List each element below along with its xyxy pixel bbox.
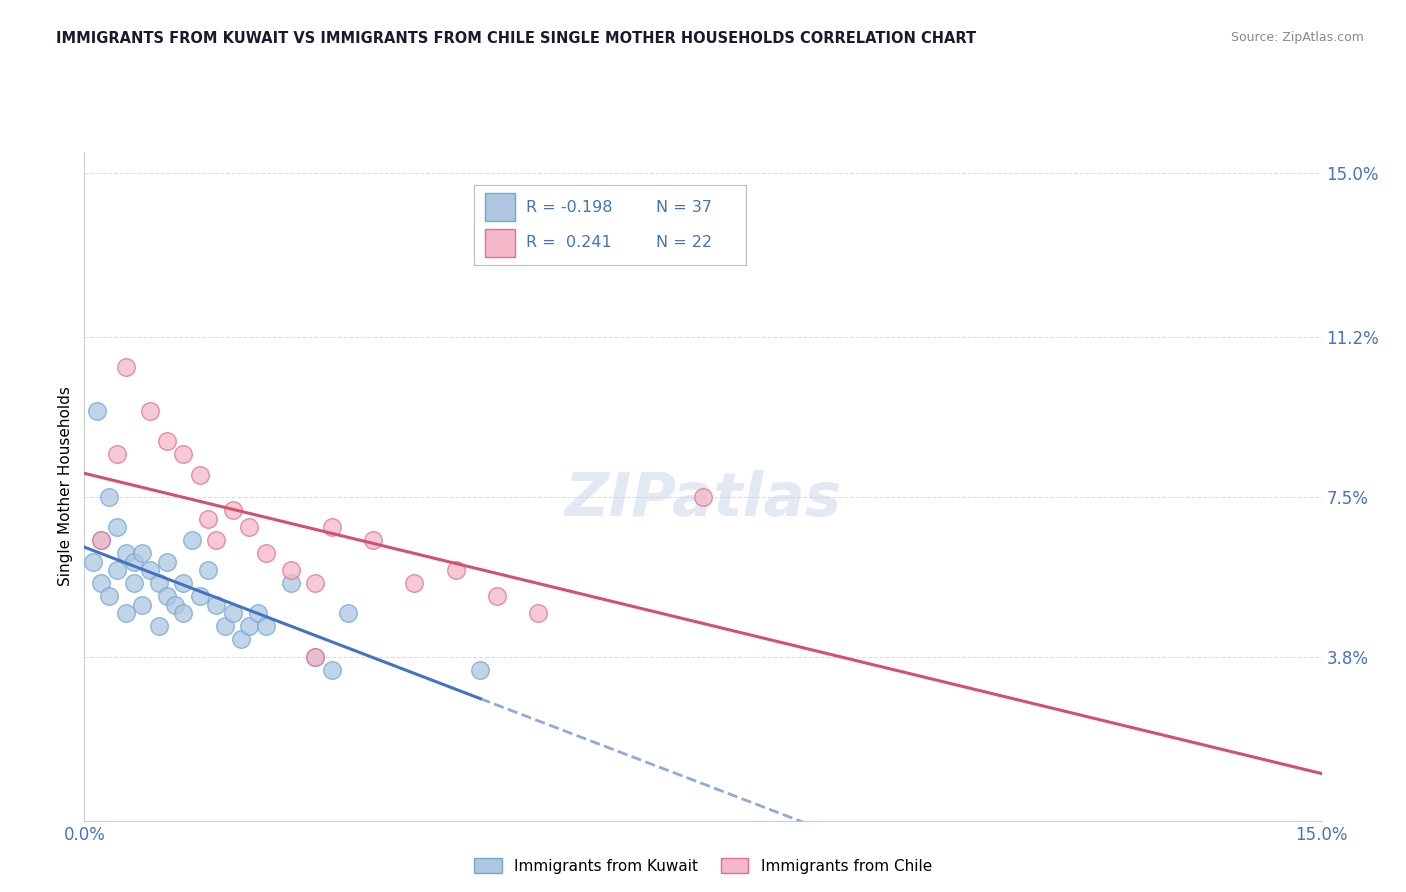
Point bbox=[304, 576, 326, 591]
Point bbox=[90, 576, 112, 591]
Point bbox=[222, 607, 245, 621]
Point bbox=[86, 403, 108, 417]
Text: N = 22: N = 22 bbox=[657, 235, 713, 251]
Point bbox=[172, 576, 194, 591]
Point bbox=[139, 403, 162, 417]
FancyBboxPatch shape bbox=[485, 229, 515, 258]
Point bbox=[188, 589, 211, 603]
Point bbox=[254, 546, 277, 560]
Y-axis label: Single Mother Households: Single Mother Households bbox=[58, 386, 73, 586]
Point bbox=[304, 649, 326, 664]
Text: N = 37: N = 37 bbox=[657, 200, 713, 215]
Point bbox=[105, 520, 128, 534]
FancyBboxPatch shape bbox=[485, 194, 515, 221]
Point bbox=[238, 619, 260, 633]
Point bbox=[139, 563, 162, 577]
Point bbox=[214, 619, 236, 633]
Point bbox=[188, 468, 211, 483]
Point bbox=[114, 546, 136, 560]
Point bbox=[105, 563, 128, 577]
Point bbox=[156, 555, 179, 569]
Point bbox=[337, 607, 360, 621]
Point bbox=[114, 607, 136, 621]
Point bbox=[222, 503, 245, 517]
Point bbox=[229, 632, 252, 647]
Point bbox=[197, 511, 219, 525]
Text: Source: ZipAtlas.com: Source: ZipAtlas.com bbox=[1230, 31, 1364, 45]
Point bbox=[404, 576, 426, 591]
Point bbox=[90, 533, 112, 547]
Point bbox=[165, 598, 187, 612]
Point bbox=[90, 533, 112, 547]
Point bbox=[246, 607, 269, 621]
Point bbox=[304, 649, 326, 664]
Point bbox=[238, 520, 260, 534]
Point bbox=[527, 607, 550, 621]
Point bbox=[98, 589, 121, 603]
Point bbox=[280, 576, 302, 591]
Text: ZIPatlas: ZIPatlas bbox=[564, 470, 842, 529]
Legend: Immigrants from Kuwait, Immigrants from Chile: Immigrants from Kuwait, Immigrants from … bbox=[468, 852, 938, 880]
Point bbox=[122, 555, 145, 569]
Point bbox=[82, 555, 104, 569]
Point bbox=[485, 589, 508, 603]
Point bbox=[114, 360, 136, 375]
Point bbox=[444, 563, 467, 577]
Point bbox=[98, 490, 121, 504]
Point bbox=[692, 490, 714, 504]
Point bbox=[197, 563, 219, 577]
Point bbox=[321, 520, 343, 534]
Point bbox=[361, 533, 384, 547]
Point bbox=[205, 598, 228, 612]
Point bbox=[180, 533, 202, 547]
Point bbox=[131, 546, 153, 560]
Point bbox=[254, 619, 277, 633]
Text: R = -0.198: R = -0.198 bbox=[526, 200, 613, 215]
Point bbox=[148, 619, 170, 633]
Point bbox=[105, 447, 128, 461]
Point bbox=[172, 607, 194, 621]
Text: R =  0.241: R = 0.241 bbox=[526, 235, 612, 251]
Point bbox=[205, 533, 228, 547]
Text: IMMIGRANTS FROM KUWAIT VS IMMIGRANTS FROM CHILE SINGLE MOTHER HOUSEHOLDS CORRELA: IMMIGRANTS FROM KUWAIT VS IMMIGRANTS FRO… bbox=[56, 31, 976, 46]
Point bbox=[122, 576, 145, 591]
Point bbox=[280, 563, 302, 577]
Point bbox=[156, 434, 179, 448]
Point bbox=[156, 589, 179, 603]
Point bbox=[172, 447, 194, 461]
Point bbox=[470, 663, 492, 677]
Point bbox=[321, 663, 343, 677]
Point bbox=[148, 576, 170, 591]
Point bbox=[131, 598, 153, 612]
